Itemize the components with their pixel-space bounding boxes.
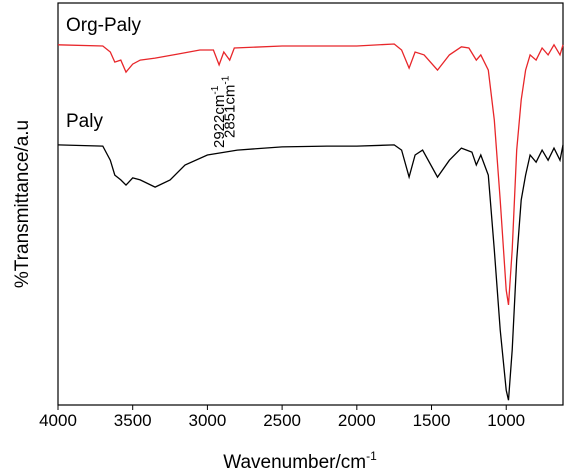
annotation-text: 2922cm <box>211 95 228 148</box>
x-tick-label: 4000 <box>39 411 77 430</box>
series-line <box>57 43 564 305</box>
annotation-sup: -1 <box>210 85 221 94</box>
y-axis-label: %Transmittance/a.u <box>12 120 33 288</box>
x-tick-label: 1500 <box>413 411 451 430</box>
plot-frame <box>57 2 564 406</box>
series-label: Paly <box>66 111 103 132</box>
annotation: 2851cm-1 <box>221 75 239 138</box>
x-tick-label: 3500 <box>114 411 152 430</box>
annotation-sup: -1 <box>221 75 232 84</box>
annotation: 2922cm-1 <box>210 85 228 148</box>
x-axis-label-text: Wavenumber/cm <box>223 452 366 473</box>
x-tick-label: 1000 <box>487 411 525 430</box>
x-tick-label: 3000 <box>188 411 226 430</box>
series-line <box>57 144 564 401</box>
series-label: Org-Paly <box>66 15 141 36</box>
x-axis-label: Wavenumber/cm-1 <box>223 449 377 473</box>
annotation-text: 2851cm <box>222 85 239 138</box>
x-tick-label: 2000 <box>338 411 376 430</box>
x-axis-label-sup: -1 <box>366 449 377 463</box>
x-tick-label: 2500 <box>263 411 301 430</box>
